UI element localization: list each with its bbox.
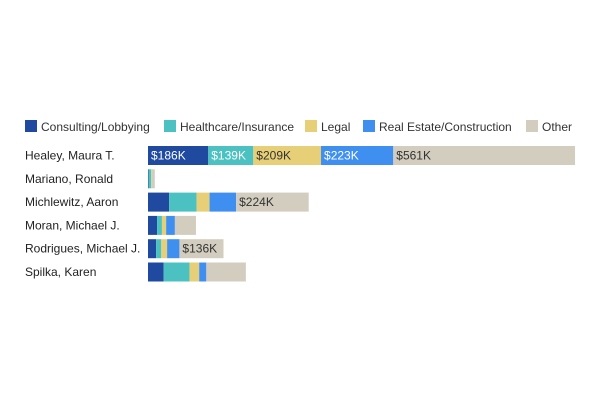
bar-segment-moran-michael-j-legal	[161, 215, 167, 235]
category-label-rodrigues-michael-j: Rodrigues, Michael J.	[25, 242, 140, 256]
legend-swatch-other	[526, 120, 538, 132]
bar-segment-rodrigues-michael-j-real-estate-construction	[167, 239, 180, 259]
chart-legend: Consulting/Lobbying Healthcare/Insurance L…	[25, 120, 572, 134]
bar-segment-spilka-karen-legal	[189, 262, 200, 282]
bar-stack-spilka-karen	[148, 262, 246, 282]
bar-segment-moran-michael-j-healthcare-insurance	[157, 215, 162, 235]
bar-segment-moran-michael-j-real-estate-construction	[166, 215, 175, 235]
bar-stack-mariano-ronald	[148, 169, 155, 189]
legend-label-other: Other	[542, 120, 572, 134]
bar-segment-michlewitz-aaron-other	[236, 192, 309, 212]
data-label-healey-maura-t-legal: $209K	[256, 149, 291, 163]
bar-stack-moran-michael-j	[148, 215, 196, 235]
bar-segment-rodrigues-michael-j-other	[179, 239, 224, 259]
category-labels: Healey, Maura T. Mariano, Ronald Michlewit…	[25, 149, 140, 280]
legend-item-other: Other	[526, 120, 572, 134]
data-label-healey-maura-t-consulting-lobbying: $186K	[151, 149, 186, 163]
bar-segment-rodrigues-michael-j-healthcare-insurance	[156, 239, 162, 259]
bar-segment-michlewitz-aaron-legal	[196, 192, 210, 212]
bar-segment-rodrigues-michael-j-consulting-lobbying	[148, 239, 157, 259]
bar-segment-healey-maura-t-healthcare-insurance	[208, 146, 254, 165]
data-label-michlewitz-aaron-other: $224K	[239, 195, 274, 209]
bar-stack-rodrigues-michael-j: $136K	[148, 239, 224, 259]
bar-segment-spilka-karen-real-estate-construction	[199, 262, 207, 282]
bar-stack-michlewitz-aaron: $224K	[148, 192, 309, 212]
bar-stacks: $186K $139K $209K $223K $561K $224K $136K	[148, 146, 576, 282]
category-label-moran-michael-j: Moran, Michael J.	[25, 218, 120, 232]
bar-segment-michlewitz-aaron-healthcare-insurance	[169, 192, 197, 212]
legend-swatch-legal	[305, 120, 317, 132]
category-label-mariano-ronald: Mariano, Ronald	[25, 172, 113, 186]
bar-segment-spilka-karen-consulting-lobbying	[148, 262, 164, 282]
legend-label-healthcare-insurance: Healthcare/Insurance	[180, 120, 294, 134]
category-label-healey-maura-t: Healey, Maura T.	[25, 149, 115, 163]
legend-item-consulting-lobbying: Consulting/Lobbying	[25, 120, 150, 134]
bar-segment-healey-maura-t-legal	[253, 146, 322, 165]
legend-swatch-real-estate-construction	[363, 120, 375, 132]
bar-segment-healey-maura-t-real-estate-construction	[321, 146, 394, 165]
bar-segment-mariano-ronald-healthcare-insurance	[148, 169, 152, 189]
bar-segment-spilka-karen-healthcare-insurance	[163, 262, 190, 282]
data-label-healey-maura-t-other: $561K	[396, 149, 431, 163]
data-label-healey-maura-t-healthcare-insurance: $139K	[211, 149, 246, 163]
legend-swatch-healthcare-insurance	[164, 120, 176, 132]
bar-segment-spilka-karen-other	[206, 262, 246, 282]
legend-item-legal: Legal	[305, 120, 350, 134]
legend-item-healthcare-insurance: Healthcare/Insurance	[164, 120, 294, 134]
category-label-michlewitz-aaron: Michlewitz, Aaron	[25, 195, 118, 209]
legend-item-real-estate-construction: Real Estate/Construction	[363, 120, 512, 134]
bar-stack-healey-maura-t: $186K $139K $209K $223K $561K	[148, 146, 576, 165]
bar-segment-michlewitz-aaron-real-estate-construction	[209, 192, 237, 212]
legend-label-real-estate-construction: Real Estate/Construction	[379, 120, 512, 134]
bar-segment-rodrigues-michael-j-legal	[161, 239, 168, 259]
legend-swatch-consulting-lobbying	[25, 120, 37, 132]
bar-segment-healey-maura-t-other	[393, 146, 576, 165]
legend-label-legal: Legal	[321, 120, 350, 134]
bar-segment-mariano-ronald-consulting-lobbying	[148, 169, 149, 189]
bar-segment-moran-michael-j-other	[174, 215, 196, 235]
bar-segment-healey-maura-t-consulting-lobbying	[148, 146, 209, 165]
bar-segment-mariano-ronald-other	[151, 169, 155, 189]
bar-segment-michlewitz-aaron-consulting-lobbying	[148, 192, 170, 212]
data-label-rodrigues-michael-j-other: $136K	[182, 242, 217, 256]
legend-label-consulting-lobbying: Consulting/Lobbying	[41, 120, 150, 134]
data-label-healey-maura-t-real-estate-construction: $223K	[324, 149, 359, 163]
bar-segment-mariano-ronald-legal	[151, 169, 152, 189]
category-label-spilka-karen: Spilka, Karen	[25, 265, 96, 279]
bar-segment-moran-michael-j-consulting-lobbying	[148, 215, 158, 235]
